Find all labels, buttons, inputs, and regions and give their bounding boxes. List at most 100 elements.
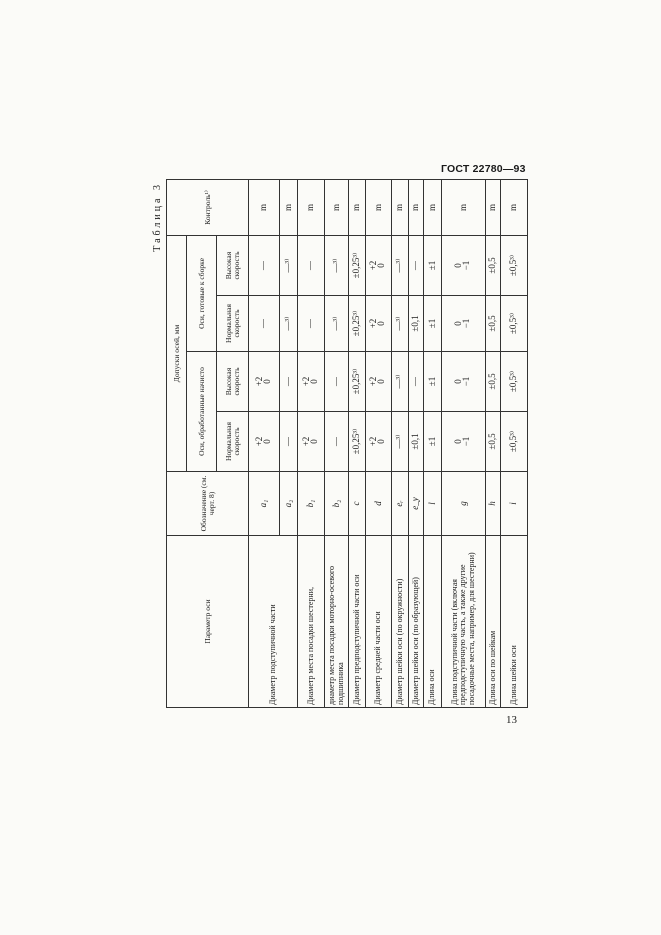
tolerance-cell: —	[324, 351, 349, 412]
tolerance-cell: ±0,5	[485, 295, 501, 352]
tolerance-value: 0 −1	[453, 376, 472, 387]
tolerance-cell: 0 −1	[441, 235, 486, 296]
tolerance-cell: —³⁾	[324, 295, 349, 352]
table-row: Диаметр предподступичной части оси c ±0,25…	[348, 179, 366, 708]
control-cell: m	[391, 179, 409, 236]
rotated-table-block: Таблица 3 Параметр оси Обозначение (см. …	[152, 179, 528, 708]
tolerance-cell: —³⁾	[391, 351, 409, 412]
designation-cell: b₂	[324, 471, 349, 536]
tolerance-cell: ±0,1	[408, 295, 424, 352]
tolerance-cell: ±0,25³⁾	[348, 295, 366, 352]
tolerance-cell: —	[297, 235, 325, 296]
control-cell: m	[441, 179, 486, 236]
control-cell: m	[423, 179, 442, 236]
tolerance-cell: 0 −1	[441, 351, 486, 412]
designation-cell: g	[441, 471, 486, 536]
tolerance-cell: —³⁾	[324, 235, 349, 296]
header-high-speed: Высокая скорость	[216, 351, 249, 412]
tolerance-value: +2 0	[253, 376, 272, 387]
header-normal-speed: Нормальная скорость	[216, 411, 249, 472]
table-row: Длина оси l ±1 ±1 ±1 ±1 m	[423, 179, 442, 708]
table-row: диаметр места посадки моторно-осевого по…	[324, 179, 349, 708]
tolerance-cell: ±0,1	[408, 411, 424, 472]
tolerance-cell: —³⁾	[279, 295, 298, 352]
table-row: Длина подступичной части (включая предпо…	[441, 179, 486, 708]
parameter-cell: Длина оси по шейкам	[485, 535, 501, 708]
parameter-cell: Диаметр средней части оси	[365, 535, 392, 708]
tolerance-cell: +2 0	[365, 235, 392, 296]
control-cell: m	[365, 179, 392, 236]
control-cell: m	[324, 179, 349, 236]
control-cell: m	[297, 179, 325, 236]
tolerance-cell: ±0,25³⁾	[348, 235, 366, 296]
table-row: Диаметр шейки оси (по образующей) e_y ±0,1…	[408, 179, 424, 708]
tolerance-cell: +2 0	[365, 411, 392, 472]
designation-cell: h	[485, 471, 501, 536]
tolerance-cell: ±1	[423, 411, 442, 472]
tolerance-cell: —	[408, 235, 424, 296]
header-control: Контроль¹⁾	[166, 179, 249, 236]
tolerance-value: 0 −1	[453, 260, 472, 271]
tolerance-cell: —	[297, 295, 325, 352]
tolerance-cell: ±0,25³⁾	[348, 411, 366, 472]
tolerance-cell: +2 0	[297, 411, 325, 472]
tolerance-cell: ±0,5³⁾	[500, 411, 528, 472]
designation-cell: c	[348, 471, 366, 536]
tolerance-value: +2 0	[368, 260, 387, 271]
parameter-cell: Длина оси	[423, 535, 442, 708]
tolerance-cell: —	[279, 411, 298, 472]
tolerance-cell: —	[248, 235, 280, 296]
tolerance-value: +2 0	[368, 376, 387, 387]
table-body: Диаметр подступичной части a₁ +2 0 +2 0— — m a₂ —…	[248, 179, 528, 708]
control-cell: m	[248, 179, 280, 236]
page-number: 13	[506, 714, 517, 726]
table-row: Диаметр шейки оси (по окружности) eᵣ —³⁾ —³…	[391, 179, 409, 708]
tolerance-cell: ±0,5	[485, 411, 501, 472]
control-cell: m	[279, 179, 298, 236]
tolerance-cell: —³⁾	[279, 235, 298, 296]
parameter-cell: Диаметр места посадки шестерни,	[297, 535, 325, 708]
parameter-cell: Диаметр подступичной части	[248, 535, 298, 708]
tolerance-cell: —³⁾	[391, 235, 409, 296]
tolerance-value: +2 0	[300, 436, 319, 447]
designation-cell: a₂	[279, 471, 298, 536]
parameter-cell: Длина шейки оси	[500, 535, 528, 708]
tolerance-value: +2 0	[300, 376, 319, 387]
tolerance-cell: +2 0	[365, 295, 392, 352]
tolerance-value: +2 0	[368, 436, 387, 447]
table-row: Длина оси по шейкам h ±0,5 ±0,5 ±0,5 ±0,5 m	[485, 179, 501, 708]
parameter-cell: Длина подступичной части (включая предпо…	[441, 535, 486, 708]
tolerance-cell: +2 0	[297, 351, 325, 412]
control-cell: m	[485, 179, 501, 236]
header-parameter: Параметр оси	[166, 535, 249, 708]
control-cell: m	[500, 179, 528, 236]
tolerance-cell: ±0,5	[485, 235, 501, 296]
table-row: Диаметр средней части оси d +2 0 +2 0 +2 0 +2 0 m	[365, 179, 392, 708]
header-group-assembled: Оси, готовые к сборке	[186, 235, 217, 352]
tolerance-cell: —	[324, 411, 349, 472]
designation-cell: l	[423, 471, 442, 536]
header-designation: Обозначение (см. черт. 8)	[166, 471, 249, 536]
designation-cell: eᵣ	[391, 471, 409, 536]
tolerance-cell: +2 0	[365, 351, 392, 412]
parameter-cell: диаметр места посадки моторно-осевого по…	[324, 535, 349, 708]
tolerance-cell: —	[279, 351, 298, 412]
tolerance-value: 0 −1	[453, 318, 472, 329]
parameter-cell: Диаметр шейки оси (по образующей)	[408, 535, 424, 708]
designation-cell: b₁	[297, 471, 325, 536]
table-caption: Таблица 3	[152, 182, 163, 252]
tolerance-table: Параметр оси Обозначение (см. черт. 8) Д…	[166, 179, 528, 708]
tolerance-value: +2 0	[368, 318, 387, 329]
designation-cell: a₁	[248, 471, 280, 536]
parameter-cell: Диаметр предподступичной части оси	[348, 535, 366, 708]
table-row: Длина шейки оси i ±0,5³⁾ ±0,5³⁾ ±0,5³⁾ ±0,5³⁾…	[500, 179, 528, 708]
tolerance-cell: —	[408, 351, 424, 412]
designation-cell: i	[500, 471, 528, 536]
tolerance-cell: ±0,5³⁾	[500, 235, 528, 296]
designation-cell: d	[365, 471, 392, 536]
table-row: Диаметр подступичной части a₁ +2 0 +2 0— — m	[248, 179, 298, 708]
tolerance-cell: ±0,25³⁾	[348, 351, 366, 412]
header-high-speed: Высокая скорость	[216, 235, 249, 296]
designation-cell: e_y	[408, 471, 424, 536]
tolerance-cell: ±1	[423, 351, 442, 412]
